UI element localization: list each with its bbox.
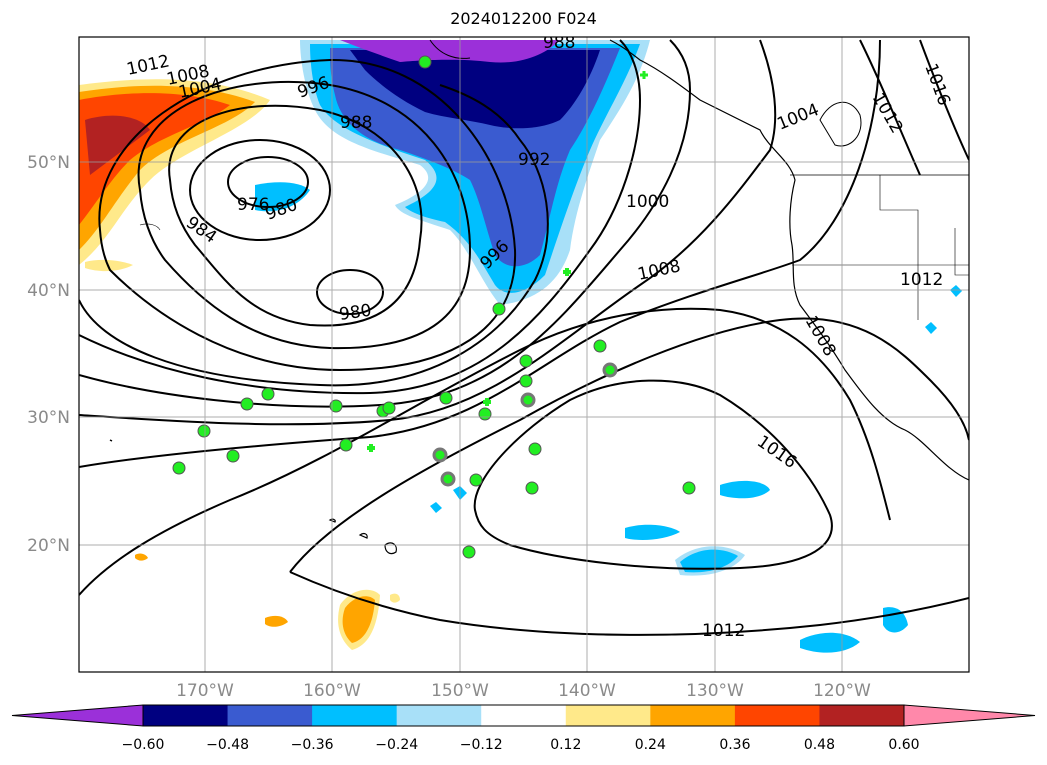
contour-label: 992 xyxy=(518,150,550,170)
coastlines xyxy=(109,39,969,555)
map-frame xyxy=(78,36,970,673)
contour-label: 1012 xyxy=(900,270,943,290)
colorbar-bin xyxy=(734,705,820,726)
lon-label: 130°W xyxy=(686,681,744,701)
colorbar-label: −0.60 xyxy=(122,737,165,753)
colorbar-extend-max xyxy=(904,705,1035,726)
colorbar-label: −0.48 xyxy=(206,737,249,753)
lon-label: 140°W xyxy=(558,681,616,701)
contour-label: 1000 xyxy=(626,192,669,212)
contour-label: 988 xyxy=(543,33,575,53)
colorbar-label: −0.12 xyxy=(460,737,503,753)
colorbar-label: 0.60 xyxy=(888,737,919,753)
colorbar-extend-min xyxy=(12,705,143,726)
colorbar-bin xyxy=(227,705,313,726)
colorbar-label: 0.12 xyxy=(550,737,581,753)
colorbar-label: −0.36 xyxy=(291,737,334,753)
map-title: 2024012200 F024 xyxy=(450,9,597,28)
lat-label: 20°N xyxy=(27,536,70,556)
colorbar-bin xyxy=(819,705,905,726)
map-panel: 1012 1008 1004 1000 996 988 976 980 984 … xyxy=(78,33,970,673)
colorbar-bin xyxy=(312,705,398,726)
lon-label: 150°W xyxy=(431,681,489,701)
lon-label: 120°W xyxy=(813,681,871,701)
colorbar-labels: −0.60 −0.48 −0.36 −0.24 −0.12 0.12 0.24 … xyxy=(122,737,920,753)
isobar-contours xyxy=(79,39,969,636)
contour-label: 976 xyxy=(237,195,269,215)
lat-label: 30°N xyxy=(27,408,70,428)
lon-label: 160°W xyxy=(303,681,361,701)
contour-label: 980 xyxy=(338,301,373,325)
colorbar-bin xyxy=(565,705,651,726)
graticule xyxy=(79,37,969,672)
colorbar-bin xyxy=(143,705,229,726)
colorbar: −0.60 −0.48 −0.36 −0.24 −0.12 0.12 0.24 … xyxy=(11,704,1036,753)
contour-label: 1012 xyxy=(702,621,745,641)
longitude-labels: 170°W 160°W 150°W 140°W 130°W 120°W xyxy=(176,681,871,701)
contour-label: 988 xyxy=(340,113,372,133)
colorbar-bin xyxy=(481,705,567,726)
lon-label: 170°W xyxy=(176,681,234,701)
lat-label: 40°N xyxy=(27,281,70,301)
station-markers xyxy=(172,55,696,559)
colorbar-bin xyxy=(396,705,482,726)
latitude-labels: 50°N 40°N 30°N 20°N xyxy=(27,153,70,556)
colorbar-label: 0.36 xyxy=(719,737,750,753)
colorbar-label: 0.24 xyxy=(635,737,666,753)
colorbar-label: 0.48 xyxy=(804,737,835,753)
colorbar-bin xyxy=(650,705,736,726)
colorbar-label: −0.24 xyxy=(375,737,418,753)
lat-label: 50°N xyxy=(27,153,70,173)
